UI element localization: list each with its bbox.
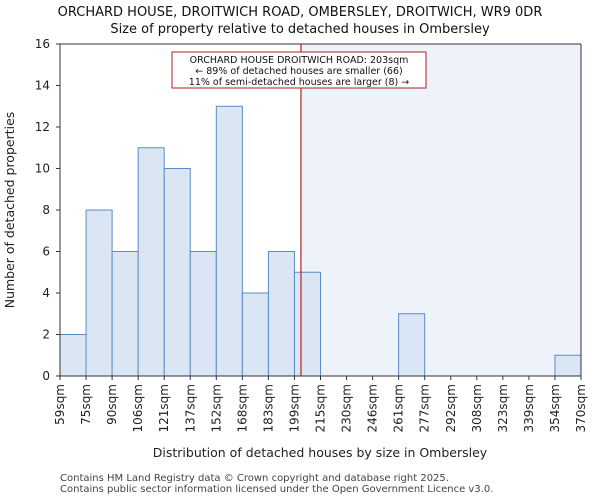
- x-tick-label: 215sqm: [314, 384, 328, 432]
- x-tick-label: 137sqm: [183, 384, 197, 432]
- bars-group: [59, 105, 582, 377]
- x-tick-label: 106sqm: [131, 384, 145, 432]
- x-tick-label: 308sqm: [470, 384, 484, 432]
- bar-261sqm: [398, 313, 426, 377]
- y-tick-label: 0: [42, 369, 50, 383]
- x-tick-label: 90sqm: [105, 384, 119, 425]
- y-tick-label: 16: [35, 37, 50, 51]
- bar-121sqm: [163, 168, 191, 377]
- x-tick-label: 292sqm: [444, 384, 458, 432]
- bar-168sqm: [241, 292, 269, 377]
- x-tick-label: 277sqm: [418, 384, 432, 432]
- bar-152sqm: [215, 105, 243, 377]
- chart-title: ORCHARD HOUSE, DROITWICH ROAD, OMBERSLEY…: [58, 5, 543, 20]
- bar-183sqm: [267, 251, 295, 377]
- x-ticks-group: 59sqm 75sqm 90sqm 106sqm 121sqm 137sqm 152sqm 1…: [53, 376, 588, 432]
- annotation-rect: [171, 51, 427, 89]
- annotation-line-2: ← 89% of detached houses are smaller (66…: [195, 66, 402, 77]
- bar-354sqm: [554, 354, 582, 377]
- bar-106sqm: [137, 147, 165, 377]
- y-tick-label: 12: [35, 120, 50, 134]
- bar-137sqm: [189, 251, 217, 377]
- footer-line-1: Contains HM Land Registry data © Crown c…: [60, 473, 449, 484]
- y-tick-label: 8: [42, 203, 50, 217]
- chart-subtitle: Size of property relative to detached ho…: [110, 22, 490, 37]
- annotation-line-1: ORCHARD HOUSE DROITWICH ROAD: 203sqm: [190, 55, 409, 66]
- bar-199sqm: [293, 271, 322, 377]
- x-tick-label: 199sqm: [287, 384, 301, 432]
- x-tick-label: 59sqm: [53, 384, 67, 425]
- annotation-line-3: 11% of semi-detached houses are larger (…: [189, 77, 409, 88]
- x-axis-label: Distribution of detached houses by size …: [153, 445, 488, 460]
- bar-59sqm: [59, 334, 87, 377]
- y-ticks-group: 0 2 4 6 8 10 12 14 16: [35, 37, 60, 383]
- y-tick-label: 2: [42, 328, 50, 342]
- annotation-box: ORCHARD HOUSE DROITWICH ROAD: 203sqm ← 8…: [171, 51, 427, 89]
- bar-75sqm: [85, 209, 113, 377]
- x-tick-label: 339sqm: [522, 384, 536, 432]
- x-tick-label: 152sqm: [209, 384, 223, 432]
- y-axis-label: Number of detached properties: [2, 112, 17, 309]
- x-tick-label: 75sqm: [79, 384, 93, 425]
- footer-attribution: Contains HM Land Registry data © Crown c…: [60, 473, 493, 495]
- bar-90sqm: [111, 251, 139, 377]
- x-tick-label: 354sqm: [548, 384, 562, 432]
- x-tick-label: 183sqm: [261, 384, 275, 432]
- x-tick-label: 121sqm: [157, 384, 171, 432]
- x-tick-label: 323sqm: [496, 384, 510, 432]
- y-tick-label: 4: [42, 286, 50, 300]
- y-tick-label: 6: [42, 245, 50, 259]
- x-tick-label: 230sqm: [340, 384, 354, 432]
- highlight-region: [300, 44, 581, 376]
- y-tick-label: 14: [35, 79, 50, 93]
- x-tick-label: 246sqm: [366, 384, 380, 432]
- x-tick-label: 370sqm: [574, 384, 588, 432]
- x-tick-label: 168sqm: [235, 384, 249, 432]
- y-tick-label: 10: [35, 162, 50, 176]
- x-tick-label: 261sqm: [392, 384, 406, 432]
- footer-line-2: Contains public sector information licen…: [60, 484, 494, 495]
